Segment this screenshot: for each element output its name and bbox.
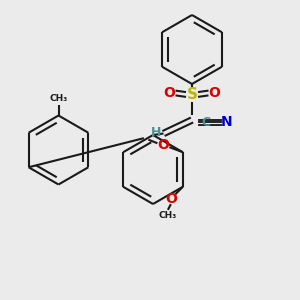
Text: O: O <box>164 86 175 100</box>
Text: O: O <box>165 192 177 206</box>
Text: O: O <box>158 138 169 152</box>
Text: CH₃: CH₃ <box>50 94 68 103</box>
Text: O: O <box>208 86 220 100</box>
Text: CH₃: CH₃ <box>159 211 177 220</box>
Text: H: H <box>151 126 161 139</box>
Text: C: C <box>202 116 211 129</box>
Text: N: N <box>221 116 232 129</box>
Text: S: S <box>187 87 197 102</box>
